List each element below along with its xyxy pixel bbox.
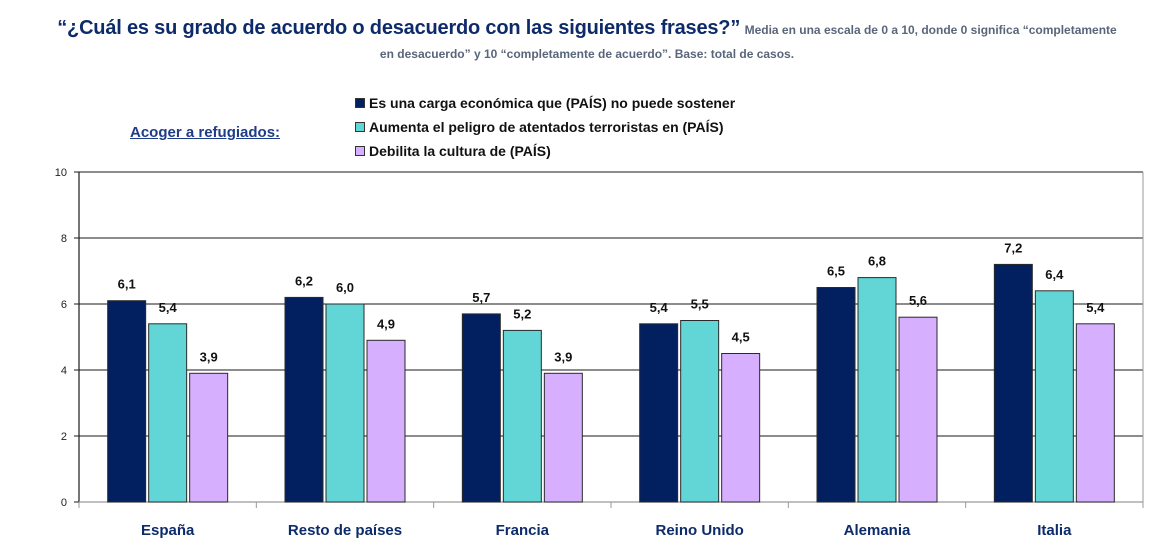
legend-swatch-0: [355, 98, 365, 108]
bar: [1034, 290, 1074, 503]
bar: [502, 329, 542, 503]
category-label: Reino Unido: [656, 522, 744, 539]
bar: [366, 339, 406, 503]
data-label: 4,5: [732, 330, 750, 345]
bar: [148, 323, 188, 503]
data-label: 6,2: [295, 273, 313, 288]
bar: [543, 372, 583, 503]
data-label: 5,6: [909, 293, 927, 308]
data-label: 3,9: [554, 349, 572, 364]
data-label: 5,7: [472, 290, 490, 305]
data-label: 6,1: [118, 277, 136, 292]
y-tick-label: 10: [55, 167, 67, 179]
legend-label: Aumenta el peligro de atentados terroris…: [369, 119, 724, 135]
chart-title: “¿Cuál es su grado de acuerdo o desacuer…: [0, 18, 1174, 40]
data-label: 6,5: [827, 264, 845, 279]
y-tick-label: 6: [61, 299, 67, 311]
legend-swatch-1: [355, 122, 365, 132]
bar: [721, 353, 761, 503]
data-label: 6,8: [868, 254, 886, 269]
bar: [189, 372, 229, 503]
data-label: 7,2: [1004, 240, 1022, 255]
category-label: España: [141, 522, 195, 539]
bar: [325, 303, 365, 503]
y-tick-label: 0: [61, 497, 67, 509]
chart-question: “¿Cuál es su grado de acuerdo o desacuer…: [57, 17, 741, 39]
category-label: Francia: [496, 522, 550, 539]
data-label: 5,4: [1086, 300, 1105, 315]
data-label: 5,2: [513, 306, 531, 321]
group-label: Acoger a refugiados:: [130, 124, 281, 141]
data-label: 4,9: [377, 316, 395, 331]
category-label: Alemania: [844, 522, 911, 539]
bar: [107, 300, 147, 503]
bar: [284, 296, 324, 503]
y-tick-label: 2: [61, 431, 67, 443]
bar: [461, 313, 501, 503]
category-label: Italia: [1037, 522, 1072, 539]
chart-note-continued: en desacuerdo” y 10 “completamente de ac…: [379, 47, 795, 61]
data-label: 6,4: [1045, 267, 1064, 282]
data-label: 5,4: [159, 300, 178, 315]
data-label: 6,0: [336, 280, 354, 295]
category-label: Resto de países: [288, 522, 402, 539]
bar: [816, 287, 856, 503]
y-tick-label: 4: [61, 365, 67, 377]
data-label: 3,9: [200, 349, 218, 364]
chart-note: Media en una escala de 0 a 10, donde 0 s…: [744, 23, 1117, 37]
data-label: 5,4: [650, 300, 669, 315]
legend-swatch-2: [355, 146, 365, 156]
bar: [1075, 323, 1115, 503]
bar: [857, 277, 897, 503]
bar: [993, 263, 1033, 503]
legend: Es una carga económica que (PAÍS) no pue…: [355, 91, 735, 163]
legend-label: Debilita la cultura de (PAÍS): [369, 143, 551, 159]
bar: [639, 323, 679, 503]
legend-item: Debilita la cultura de (PAÍS): [355, 139, 735, 163]
y-tick-label: 8: [61, 233, 67, 245]
bar: [680, 320, 720, 503]
legend-label: Es una carga económica que (PAÍS) no pue…: [369, 95, 736, 111]
legend-item: Aumenta el peligro de atentados terroris…: [355, 115, 735, 139]
legend-item: Es una carga económica que (PAÍS) no pue…: [355, 91, 735, 115]
bar: [898, 316, 938, 503]
data-label: 5,5: [691, 297, 709, 312]
